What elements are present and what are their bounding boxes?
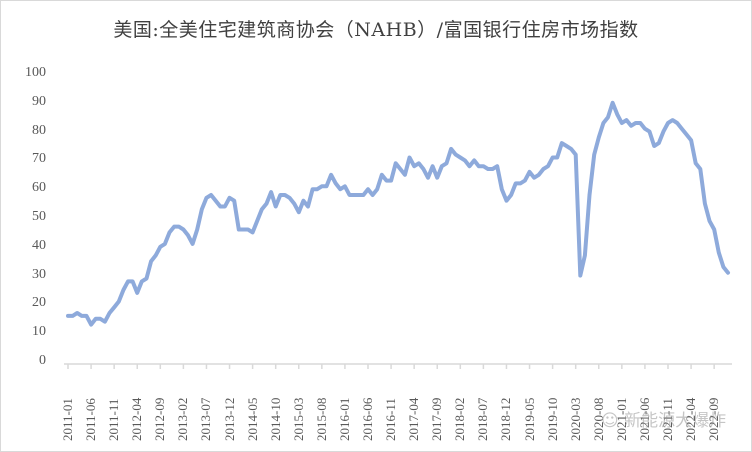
x-tick-label: 2016-06 (360, 397, 375, 441)
x-tick-label: 2016-11 (383, 398, 399, 441)
x-tick-label: 2013-07 (198, 397, 214, 441)
x-tick-label: 2017-09 (429, 397, 445, 441)
x-tick-label: 2018-12 (498, 397, 514, 441)
x-tick-label: 2020-03 (567, 397, 583, 441)
y-tick-label: 60 (32, 180, 46, 196)
x-tick-label: 2011-11 (106, 398, 122, 441)
y-tick-label: 0 (39, 353, 46, 368)
x-tick-label: 2014-05 (244, 397, 260, 441)
y-tick-label: 20 (32, 295, 46, 311)
x-tick-label: 2018-07 (475, 397, 491, 441)
x-tick-label: 2018-02 (452, 397, 468, 441)
x-tick-label: 2014-10 (267, 397, 283, 441)
x-tick-label: 2019-10 (544, 397, 560, 441)
chart-title: 美国:全美住宅建筑商协会（NAHB）/富国银行住房市场指数 (113, 19, 639, 41)
y-tick-label: 40 (32, 237, 46, 253)
y-tick-label: 70 (32, 151, 46, 167)
x-tick-label: 2011-01 (60, 398, 75, 441)
watermark: ☺ 新能源大爆炸 (601, 406, 726, 431)
series-line (66, 100, 730, 327)
x-tick-label: 2012-09 (152, 397, 168, 441)
x-tick-label: 2011-06 (83, 398, 99, 441)
y-tick-label: 100 (25, 65, 46, 80)
x-tick-label: 2012-04 (129, 397, 145, 441)
x-tick-label: 2019-05 (521, 397, 537, 441)
x-tick-label: 2013-02 (175, 397, 191, 441)
y-tick-label: 10 (32, 324, 46, 340)
x-tick-label: 2016-01 (336, 397, 352, 441)
y-tick-label: 30 (32, 266, 46, 282)
x-tick-label: 2017-04 (406, 397, 422, 441)
y-tick-label: 50 (32, 209, 46, 224)
x-tick-label: 2015-03 (290, 397, 306, 441)
wechat-icon: ☺ (601, 411, 619, 431)
watermark-text: 新能源大爆炸 (624, 411, 727, 431)
x-tick-label: 2015-08 (313, 397, 329, 441)
x-tick-label: 2013-12 (221, 397, 237, 441)
x-axis (64, 363, 732, 369)
y-tick-label: 90 (32, 93, 46, 109)
y-tick-label: 80 (32, 122, 46, 138)
